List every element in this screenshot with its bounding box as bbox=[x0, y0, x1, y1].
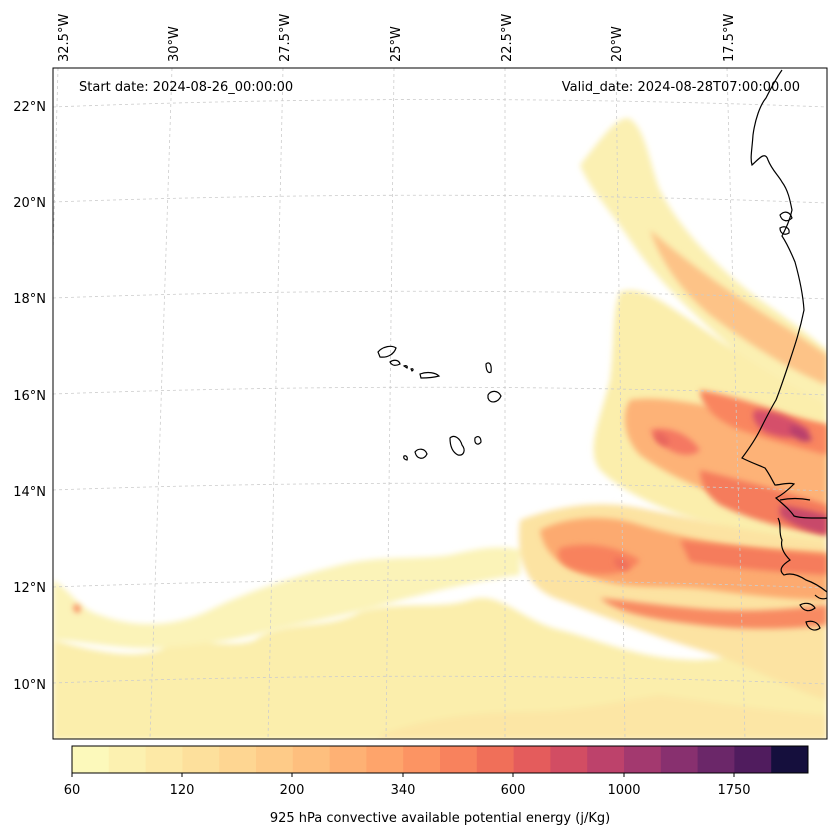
lon-label-27-5: 27.5°W bbox=[278, 14, 293, 62]
colorbar-segment bbox=[550, 746, 588, 773]
lat-label-16: 16°N bbox=[13, 389, 46, 404]
colorbar-segment bbox=[366, 746, 404, 773]
cape-contour-south-edge bbox=[380, 695, 827, 739]
lon-label-25: 25°W bbox=[389, 26, 404, 62]
lon-label-17-5: 17.5°W bbox=[722, 14, 737, 62]
gridline-lon-17-5 bbox=[726, 68, 746, 739]
colorbar-segment bbox=[476, 746, 515, 773]
colorbar-border bbox=[71, 745, 809, 774]
colorbar-segment bbox=[403, 746, 441, 773]
colorbar-tick-340: 340 bbox=[391, 783, 416, 798]
colorbar-segment bbox=[771, 746, 809, 773]
gridline-lat-12 bbox=[53, 579, 827, 589]
colorbar-segment bbox=[624, 746, 662, 773]
coastline-bijagos bbox=[799, 602, 821, 631]
cape-contour-peak-4 bbox=[654, 432, 670, 446]
coastline-africa bbox=[741, 69, 827, 519]
lat-label-20: 20°N bbox=[13, 196, 46, 211]
gridline-lat-20 bbox=[53, 194, 827, 204]
cape-contour-peak-5 bbox=[614, 558, 630, 570]
colorbar-segment bbox=[256, 746, 294, 773]
lat-label-22: 22°N bbox=[13, 100, 46, 115]
colorbar-segment bbox=[329, 746, 367, 773]
colorbar-segment bbox=[660, 746, 699, 773]
cape-contour-peak-2 bbox=[790, 425, 812, 442]
lat-label-18: 18°N bbox=[13, 292, 46, 307]
lon-label-22-5: 22.5°W bbox=[500, 14, 515, 62]
island-boa-vista bbox=[487, 390, 502, 403]
cape-contour-north-plume-core bbox=[650, 230, 827, 385]
colorbar-segment bbox=[697, 746, 735, 773]
map-border bbox=[52, 67, 828, 740]
lon-label-32-5: 32.5°W bbox=[57, 14, 72, 62]
cape-contour-high-6 bbox=[600, 598, 827, 629]
gridline-lon-30 bbox=[149, 68, 173, 739]
coastline-guinea bbox=[777, 517, 827, 593]
colorbar-segment bbox=[440, 746, 478, 773]
colorbar-segment bbox=[219, 746, 257, 773]
colorbar bbox=[71, 745, 809, 777]
lon-label-20: 20°W bbox=[610, 26, 625, 62]
cape-contour-west-strip bbox=[53, 547, 520, 649]
colorbar-segment bbox=[72, 746, 110, 773]
colorbar-tick-1000: 1000 bbox=[607, 783, 640, 798]
colorbar-segment bbox=[734, 746, 772, 773]
coastlines bbox=[377, 69, 827, 631]
gridline-lat-16 bbox=[53, 386, 827, 396]
longitude-labels: 32.5°W 30°W 27.5°W 25°W 22.5°W 20°W 17.5… bbox=[57, 14, 737, 62]
coastline-mauritania-islet bbox=[779, 211, 793, 235]
island-santiago bbox=[449, 435, 465, 456]
gridlines bbox=[53, 68, 827, 739]
colorbar-tick-60: 60 bbox=[64, 783, 81, 798]
colorbar-tick-200: 200 bbox=[280, 783, 305, 798]
colorbar-segment bbox=[182, 746, 220, 773]
lat-label-12: 12°N bbox=[13, 581, 46, 596]
island-fogo bbox=[414, 448, 428, 459]
island-sao-vicente bbox=[389, 359, 401, 366]
gridline-lat-10 bbox=[53, 675, 827, 685]
colorbar-tick-labels: 60 120 200 340 600 1000 1750 bbox=[64, 783, 751, 798]
colorbar-segment bbox=[292, 746, 331, 773]
gridline-lat-22 bbox=[53, 99, 827, 108]
colorbar-tick-600: 600 bbox=[501, 783, 526, 798]
lon-label-30: 30°W bbox=[167, 26, 182, 62]
island-maio bbox=[474, 436, 482, 445]
lat-label-14: 14°N bbox=[13, 485, 46, 500]
colorbar-segment bbox=[108, 746, 147, 773]
colorbar-segment bbox=[587, 746, 625, 773]
coastline-sierra bbox=[814, 594, 827, 600]
island-santo-antao bbox=[377, 345, 397, 358]
cape-contour-mid-south bbox=[540, 518, 827, 600]
cape-contour-high-5 bbox=[680, 540, 827, 575]
colorbar-segment bbox=[145, 746, 183, 773]
valid-date-label: Valid_date: 2024-08-28T07:00:00.00 bbox=[562, 80, 800, 95]
island-brava bbox=[403, 455, 408, 461]
latitude-labels: 22°N 20°N 18°N 16°N 14°N 12°N 10°N bbox=[13, 100, 46, 693]
gridline-lon-20 bbox=[615, 68, 626, 739]
colorbar-segment bbox=[513, 746, 551, 773]
colorbar-tick-1750: 1750 bbox=[717, 783, 750, 798]
cape-contour-isolated-west bbox=[73, 604, 81, 613]
lat-label-10: 10°N bbox=[13, 678, 46, 693]
start-date-label: Start date: 2024-08-26_00:00:00 bbox=[79, 80, 293, 95]
gridline-lon-25 bbox=[385, 68, 395, 739]
gridline-lat-18 bbox=[53, 290, 827, 300]
island-sal bbox=[485, 362, 492, 374]
coastline-gambia bbox=[779, 497, 811, 501]
island-sao-nicolau bbox=[419, 371, 441, 379]
colorbar-tick-120: 120 bbox=[170, 783, 195, 798]
gridline-lat-14 bbox=[53, 482, 827, 492]
colorbar-title: 925 hPa convective available potential e… bbox=[270, 811, 610, 826]
island-santa-luzia bbox=[402, 365, 414, 372]
gridline-lon-27-5 bbox=[267, 68, 284, 739]
